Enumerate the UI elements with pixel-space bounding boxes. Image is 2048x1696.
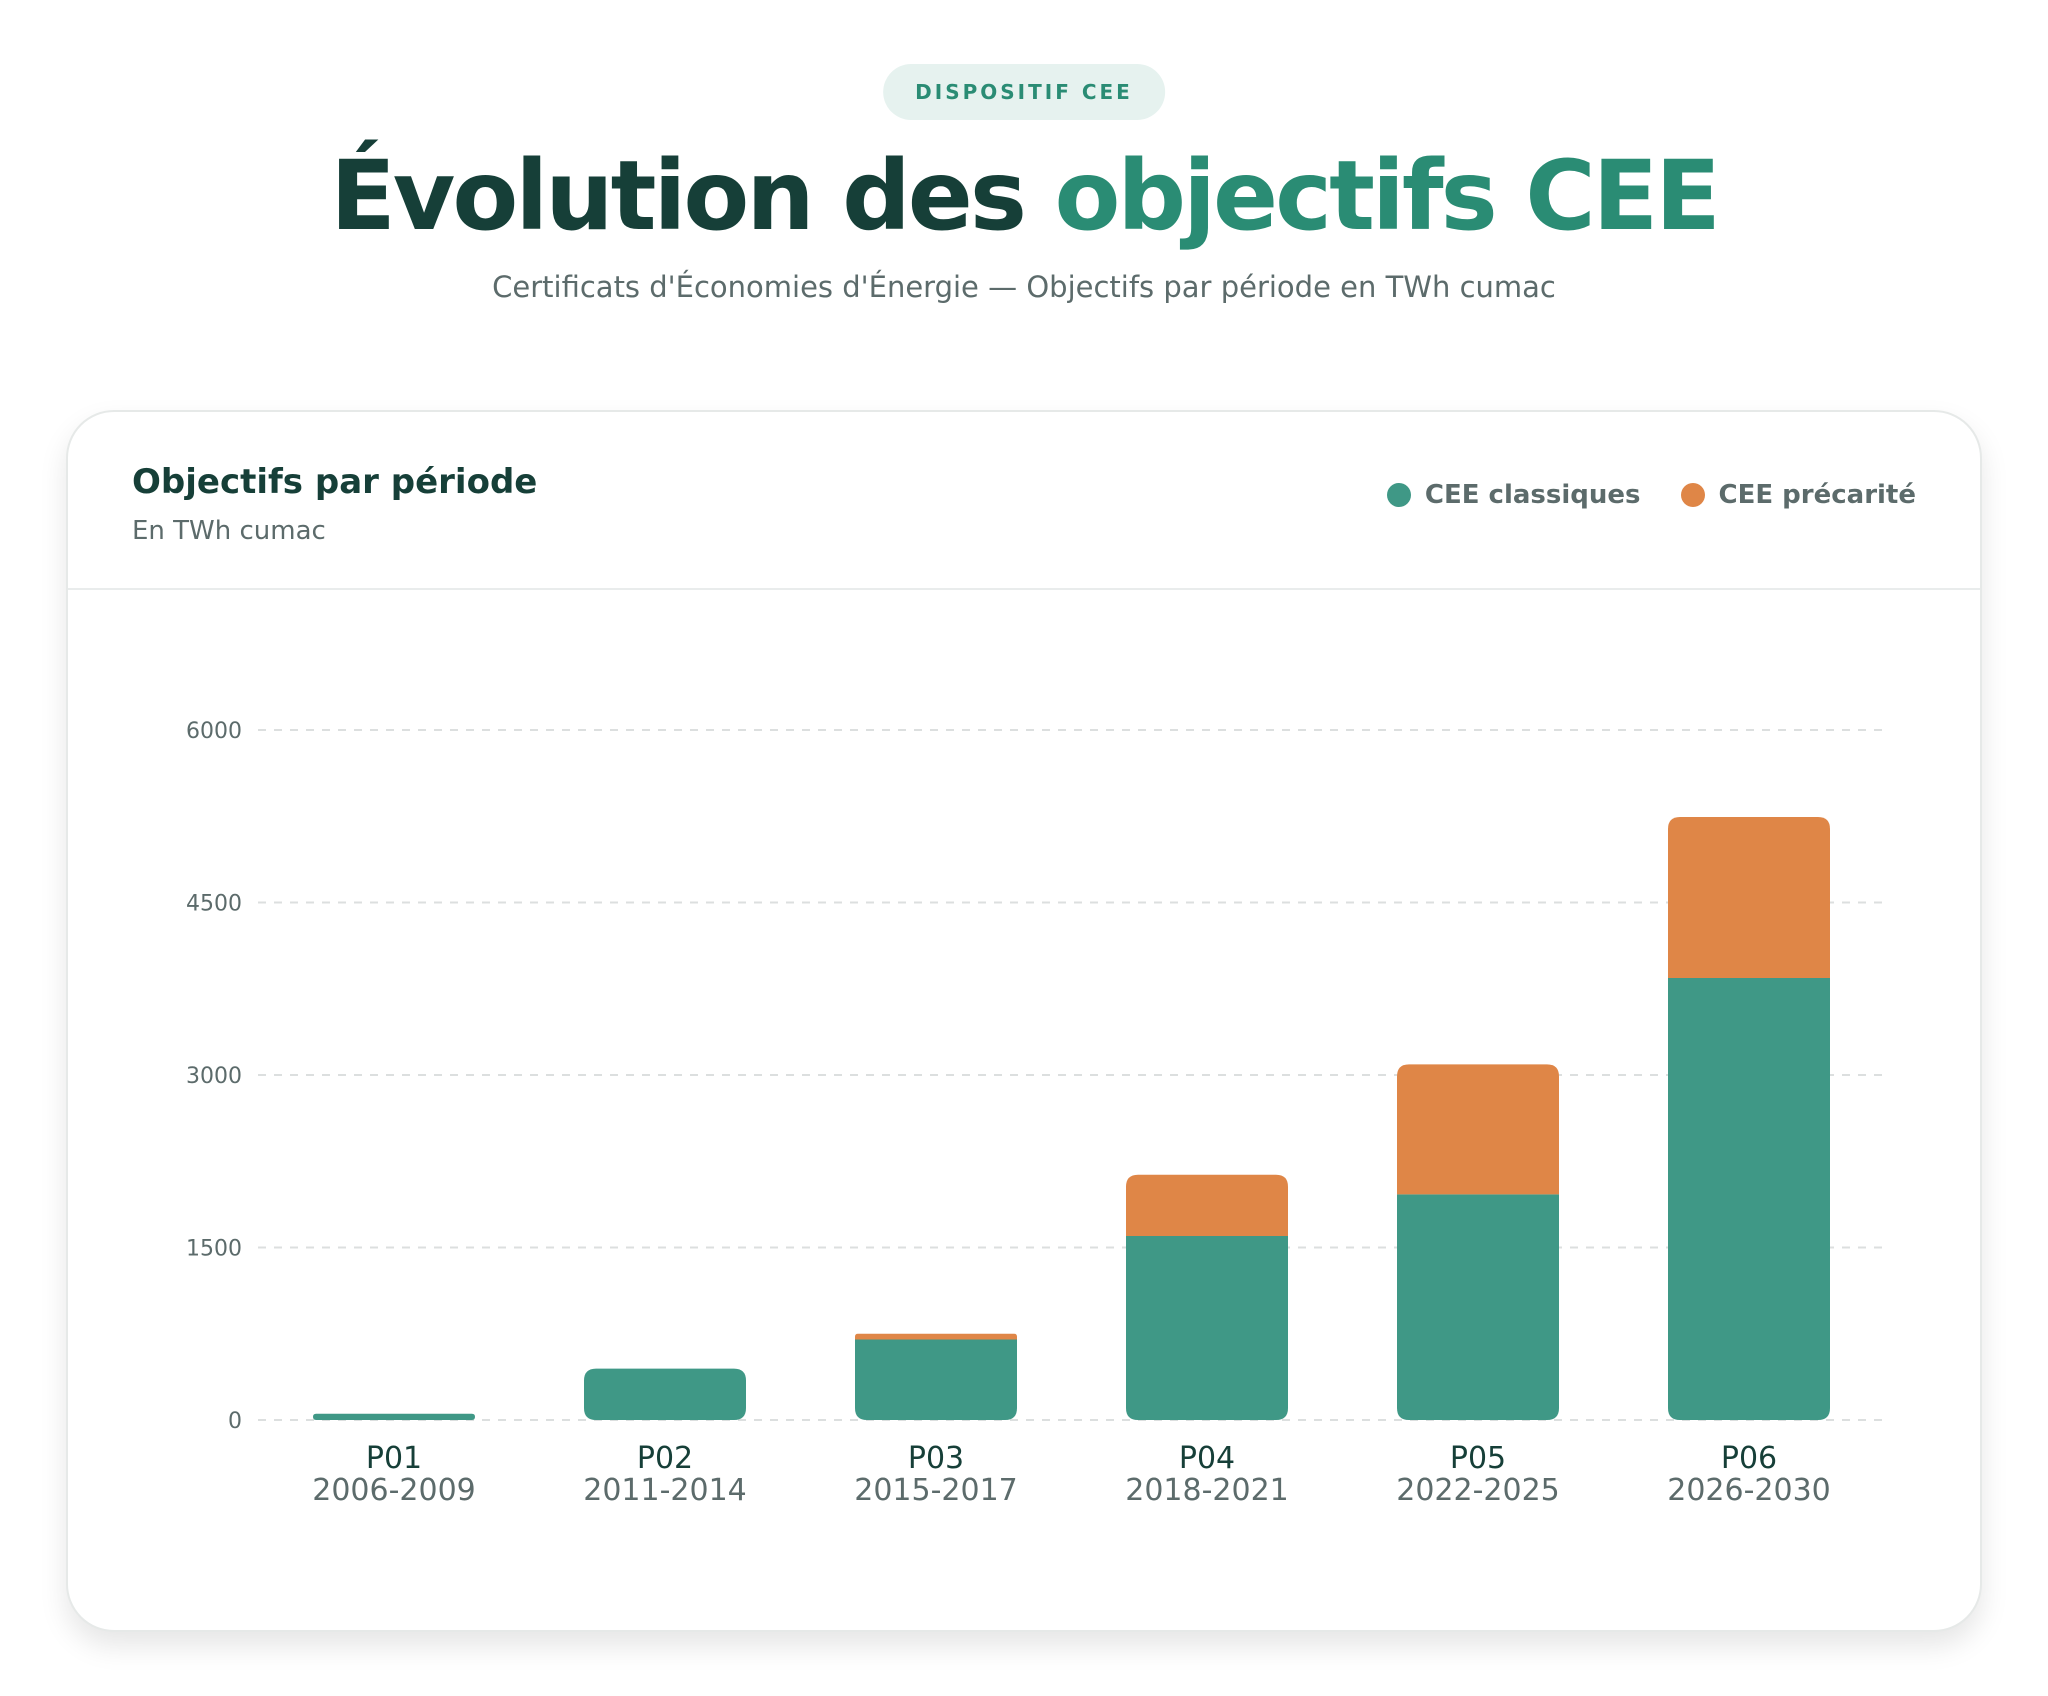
page-title-main: Évolution des	[330, 140, 1055, 252]
bar-segment-classiques	[313, 1413, 475, 1420]
chart-legend: CEE classiques CEE précarité	[1386, 480, 1916, 510]
x-period-years-label: 2011-2014	[583, 1473, 747, 1508]
x-category-label: P03	[908, 1441, 964, 1476]
chart-card-header: Objectifs par période En TWh cumac CEE c…	[68, 412, 1980, 590]
bar-segment-classiques	[1397, 1194, 1559, 1420]
y-tick-label: 1500	[186, 1237, 242, 1262]
bar-segment-classiques	[584, 1368, 746, 1420]
page-subtitle: Certificats d'Économies d'Énergie — Obje…	[492, 270, 1556, 304]
x-category-label: P04	[1179, 1441, 1235, 1476]
page-title: Évolution des objectifs CEE	[0, 140, 2048, 252]
bar-segment-precarite	[1668, 817, 1830, 979]
x-period-years-label: 2015-2017	[854, 1473, 1018, 1508]
legend-label-precarite: CEE précarité	[1718, 480, 1916, 510]
bar-segment-precarite	[1397, 1064, 1559, 1195]
x-period-years-label: 2022-2025	[1396, 1473, 1560, 1508]
chart-title: Objectifs par période	[132, 462, 538, 502]
y-tick-label: 6000	[186, 719, 242, 744]
y-tick-label: 4500	[186, 892, 242, 917]
bar-segment-precarite	[1126, 1174, 1288, 1236]
x-category-label: P05	[1450, 1441, 1506, 1476]
legend-item-classiques[interactable]: CEE classiques	[1386, 480, 1641, 510]
bar-segment-classiques	[855, 1339, 1017, 1420]
bar-segment-classiques	[1126, 1236, 1288, 1420]
x-category-label: P02	[637, 1441, 693, 1476]
bar-segment-precarite	[855, 1333, 1017, 1340]
chart-card: Objectifs par période En TWh cumac CEE c…	[66, 410, 1982, 1632]
legend-item-precarite[interactable]: CEE précarité	[1680, 480, 1916, 510]
x-category-label: P01	[366, 1441, 422, 1476]
category-badge: DISPOSITIF CEE	[883, 64, 1165, 120]
x-period-years-label: 2006-2009	[312, 1473, 476, 1508]
page-title-accent: objectifs CEE	[1054, 140, 1720, 252]
x-category-label: P06	[1721, 1441, 1777, 1476]
bar-segment-classiques	[1668, 978, 1830, 1420]
y-tick-label: 0	[228, 1409, 242, 1434]
y-tick-label: 3000	[186, 1064, 242, 1089]
chart-unit: En TWh cumac	[132, 516, 326, 546]
x-period-years-label: 2026-2030	[1667, 1473, 1831, 1508]
legend-label-classiques: CEE classiques	[1424, 480, 1641, 510]
legend-swatch-precarite	[1680, 483, 1705, 507]
legend-swatch-classiques	[1386, 483, 1411, 507]
x-period-years-label: 2018-2021	[1125, 1473, 1289, 1508]
